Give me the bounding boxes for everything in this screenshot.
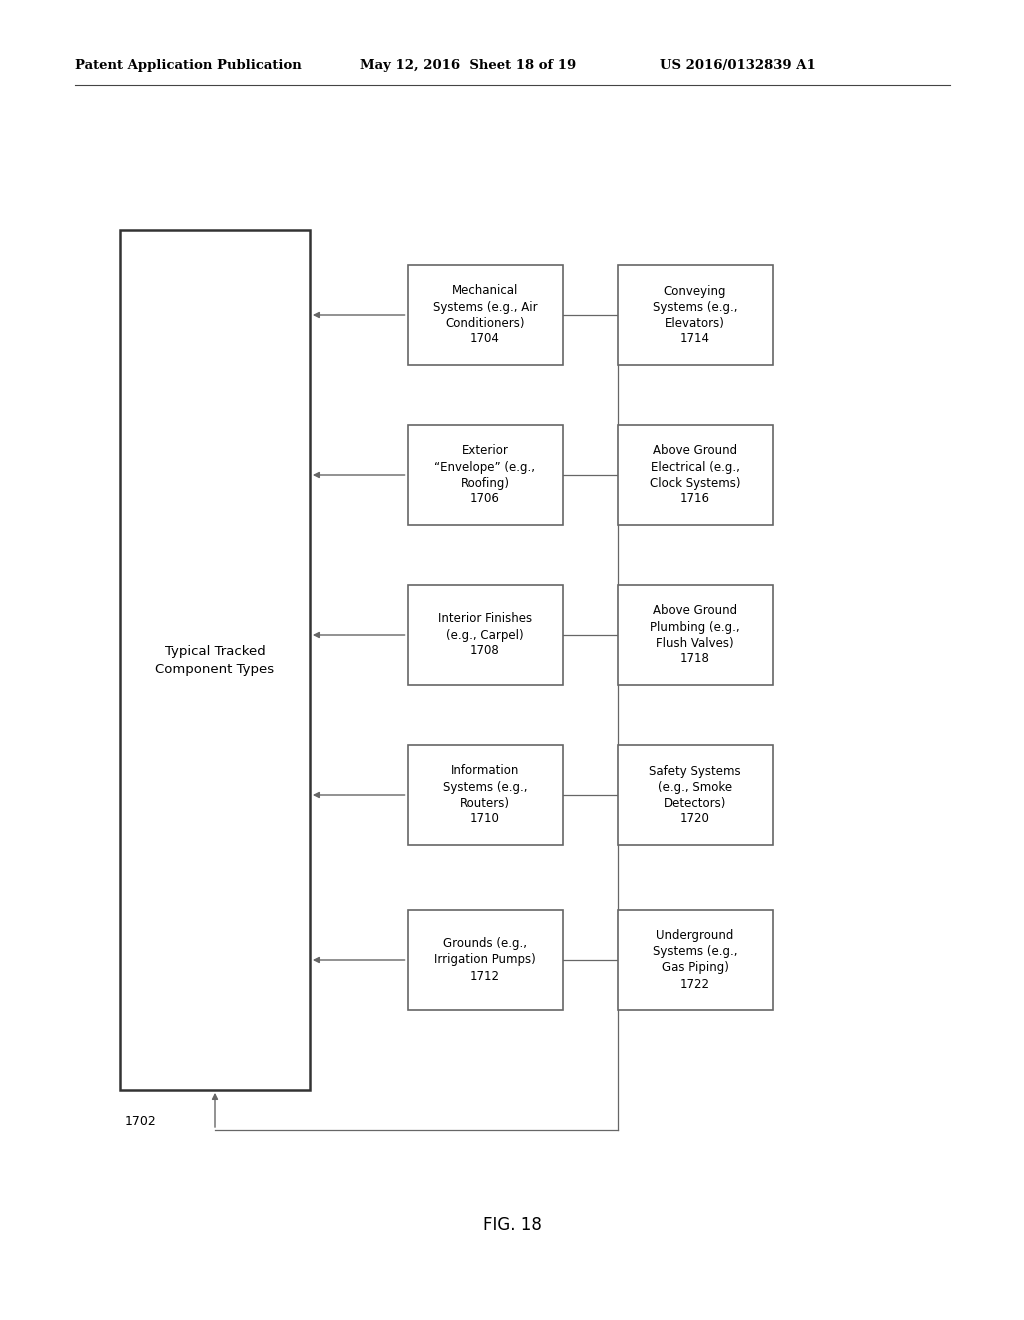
- FancyBboxPatch shape: [408, 425, 562, 525]
- Text: Underground
Systems (e.g.,
Gas Piping)
1722: Underground Systems (e.g., Gas Piping) 1…: [652, 929, 737, 990]
- Text: Interior Finishes
(e.g., Carpel)
1708: Interior Finishes (e.g., Carpel) 1708: [438, 612, 532, 657]
- Text: Information
Systems (e.g.,
Routers)
1710: Information Systems (e.g., Routers) 1710: [442, 764, 527, 825]
- FancyBboxPatch shape: [408, 265, 562, 366]
- Text: May 12, 2016  Sheet 18 of 19: May 12, 2016 Sheet 18 of 19: [360, 58, 577, 71]
- FancyBboxPatch shape: [617, 585, 772, 685]
- Text: Above Ground
Electrical (e.g.,
Clock Systems)
1716: Above Ground Electrical (e.g., Clock Sys…: [650, 445, 740, 506]
- Text: FIG. 18: FIG. 18: [482, 1216, 542, 1234]
- Text: Typical Tracked
Component Types: Typical Tracked Component Types: [156, 644, 274, 676]
- Text: Patent Application Publication: Patent Application Publication: [75, 58, 302, 71]
- Text: Safety Systems
(e.g., Smoke
Detectors)
1720: Safety Systems (e.g., Smoke Detectors) 1…: [649, 764, 740, 825]
- FancyBboxPatch shape: [120, 230, 310, 1090]
- Text: US 2016/0132839 A1: US 2016/0132839 A1: [660, 58, 816, 71]
- Text: Grounds (e.g.,
Irrigation Pumps)
1712: Grounds (e.g., Irrigation Pumps) 1712: [434, 937, 536, 982]
- FancyBboxPatch shape: [617, 909, 772, 1010]
- FancyBboxPatch shape: [408, 909, 562, 1010]
- FancyBboxPatch shape: [617, 744, 772, 845]
- Text: Above Ground
Plumbing (e.g.,
Flush Valves)
1718: Above Ground Plumbing (e.g., Flush Valve…: [650, 605, 739, 665]
- FancyBboxPatch shape: [617, 425, 772, 525]
- FancyBboxPatch shape: [408, 585, 562, 685]
- Text: Exterior
“Envelope” (e.g.,
Roofing)
1706: Exterior “Envelope” (e.g., Roofing) 1706: [434, 445, 536, 506]
- FancyBboxPatch shape: [617, 265, 772, 366]
- Text: Conveying
Systems (e.g.,
Elevators)
1714: Conveying Systems (e.g., Elevators) 1714: [652, 285, 737, 346]
- Text: 1702: 1702: [125, 1115, 157, 1129]
- FancyBboxPatch shape: [408, 744, 562, 845]
- Text: Mechanical
Systems (e.g., Air
Conditioners)
1704: Mechanical Systems (e.g., Air Conditione…: [433, 285, 538, 346]
